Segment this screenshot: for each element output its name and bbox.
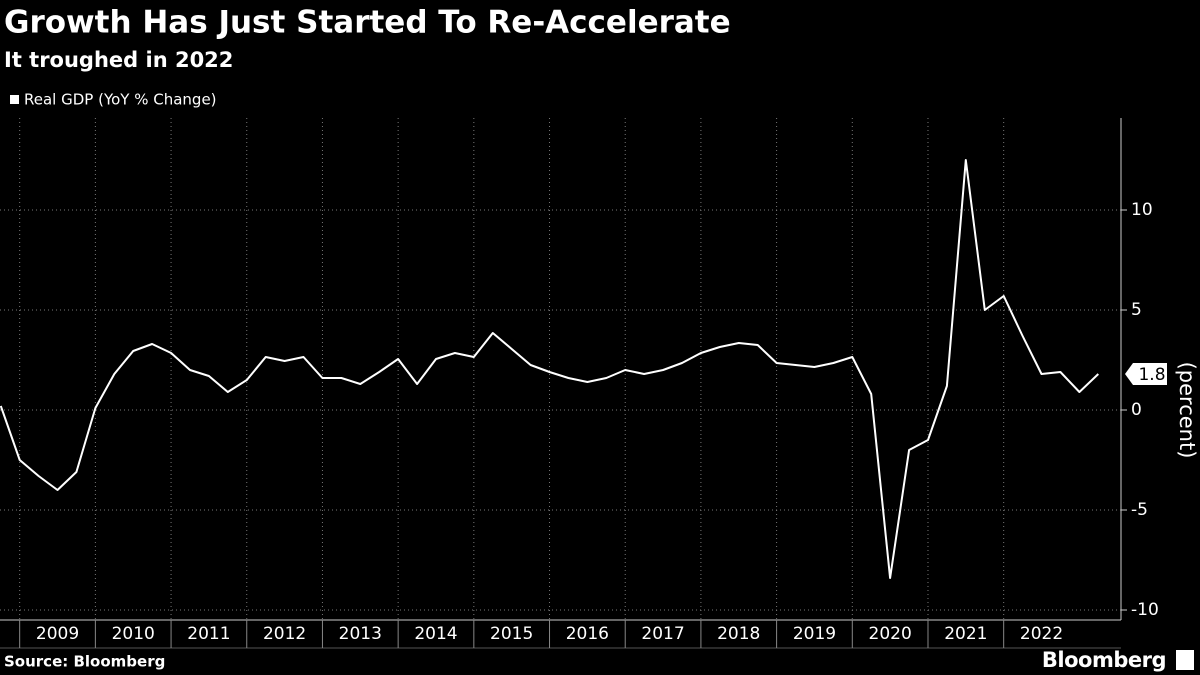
last-value-label: 1.8 [1138, 365, 1165, 385]
chart-title: Growth Has Just Started To Re-Accelerate [4, 5, 731, 41]
y-tick-label: -5 [1131, 500, 1148, 520]
legend-label: Real GDP (YoY % Change) [24, 91, 217, 109]
legend-swatch [10, 95, 19, 104]
y-tick-label: 0 [1131, 400, 1142, 420]
x-tick-label: 2019 [793, 624, 836, 644]
x-tick-label: 2018 [717, 624, 760, 644]
x-tick-label: 2009 [36, 624, 79, 644]
x-tick-label: 2010 [112, 624, 155, 644]
last-value-tag [1125, 363, 1167, 385]
brand: Bloomberg [1042, 648, 1166, 672]
x-tick-label: 2015 [490, 624, 533, 644]
x-tick-label: 2011 [187, 624, 230, 644]
y-tick-label: 5 [1131, 300, 1142, 320]
y-axis-label: (percent) [1175, 362, 1199, 459]
chart-subtitle: It troughed in 2022 [4, 48, 233, 72]
x-tick-label: 2014 [414, 624, 457, 644]
y-tick-label: -10 [1131, 600, 1159, 620]
data-line [0, 159, 1099, 579]
x-tick-label: 2017 [641, 624, 684, 644]
x-tick-label: 2022 [1020, 624, 1063, 644]
y-tick-label: 10 [1131, 200, 1153, 220]
x-tick-label: 2016 [566, 624, 609, 644]
x-tick-label: 2020 [869, 624, 912, 644]
brand-icon [1176, 650, 1194, 670]
x-tick-label: 2012 [263, 624, 306, 644]
source: Source: Bloomberg [4, 653, 165, 671]
x-tick-label: 2013 [339, 624, 382, 644]
x-tick-label: 2021 [944, 624, 987, 644]
